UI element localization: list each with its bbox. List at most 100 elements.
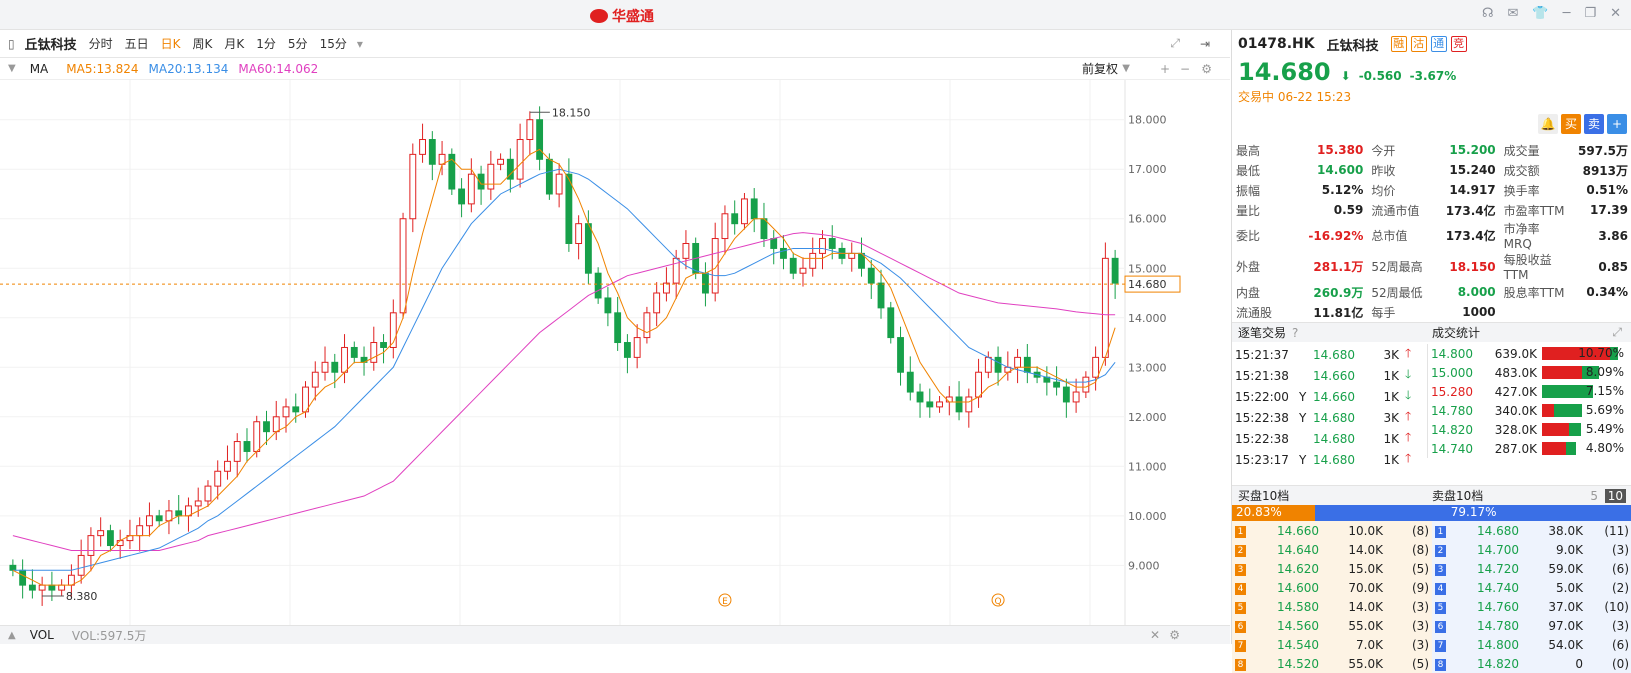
event-marker[interactable] (718, 593, 732, 607)
stat-bar-buy (1542, 366, 1583, 379)
book-row[interactable]: 6 14.780 97.0K (3) (1432, 616, 1631, 635)
ma-label[interactable]: MA (29, 61, 49, 76)
order-book: 买盘10档 卖盘10档 5 10 20.83% 79.17% 1 14.660 10.… (1232, 485, 1631, 673)
depth-10-button[interactable]: 10 (1604, 488, 1626, 503)
shirt-icon[interactable]: 👕 (1532, 6, 1549, 21)
book-price: 14.580 (1277, 599, 1319, 614)
period-tab[interactable]: 5分 (287, 37, 308, 51)
candle (1082, 376, 1090, 393)
candle (467, 173, 475, 205)
book-row[interactable]: 8 14.520 55.0K (5) (1232, 654, 1432, 673)
vol-collapse-icon[interactable]: ▲ (8, 629, 16, 641)
fullscreen-icon[interactable]: ⤢ (1170, 36, 1180, 50)
candle (731, 213, 739, 225)
period-tab[interactable]: 日K (160, 37, 181, 51)
close-icon[interactable]: ✕ (1610, 6, 1621, 21)
candle (1053, 381, 1061, 388)
book-count: (3) (1412, 637, 1429, 652)
help-icon[interactable]: ? (1292, 325, 1299, 340)
kline-chart[interactable]: 18.000 17.000 16.000 15.000 14.000 13.000 12.0… (0, 80, 1230, 625)
period-more-icon[interactable]: ▾ (356, 36, 363, 51)
candle (789, 257, 797, 274)
quote-label: 52周最高 (1371, 260, 1423, 274)
quote-label: 均价 (1371, 183, 1396, 198)
book-volume: 7.0K (1356, 637, 1383, 652)
quote-row: 最高 15.380 今开 15.200 成交量 597.5万 (1232, 140, 1631, 160)
quote-label: 最低 (1236, 163, 1261, 178)
period-tab[interactable]: 1分 (256, 37, 276, 51)
quote-label: 流通市值 (1371, 203, 1420, 218)
adjust-dropdown-icon[interactable]: ▼ (1122, 63, 1130, 74)
depth-5-button[interactable]: 5 (1590, 488, 1598, 503)
headset-icon[interactable]: ☊ (1481, 6, 1494, 21)
book-row[interactable]: 5 14.760 37.0K (10) (1432, 597, 1631, 616)
remove-indicator-icon[interactable]: − (1179, 61, 1190, 76)
bid-title: 买盘10档 (1238, 489, 1290, 503)
trade-price: 14.680 (1313, 410, 1355, 425)
stats-title[interactable]: 成交统计 (1432, 326, 1481, 340)
book-row[interactable]: 7 14.800 54.0K (6) (1432, 635, 1631, 654)
event-marker-label: Q (995, 597, 1002, 607)
vol-close-icon[interactable]: ✕ (1149, 628, 1160, 642)
stat-bar-fill (1542, 442, 1577, 455)
event-marker[interactable] (991, 593, 1005, 607)
book-row[interactable]: 8 14.820 0 (0) (1432, 654, 1631, 673)
sell-button[interactable]: 卖 (1584, 114, 1604, 134)
high-label: 18.150 (552, 106, 591, 119)
alert-bell-icon[interactable]: 🔔 (1538, 114, 1558, 134)
book-row[interactable]: 7 14.540 7.0K (3) (1232, 635, 1432, 654)
y-tick-label: 18.000 (1128, 114, 1167, 127)
candle (311, 371, 319, 388)
book-row[interactable]: 1 14.660 10.0K (8) (1232, 521, 1432, 540)
stat-pct: 5.49% (1585, 422, 1624, 436)
book-row[interactable]: 5 14.580 14.0K (3) (1232, 597, 1432, 616)
trade-price: 14.680 (1313, 347, 1355, 362)
expand-icon[interactable]: ⤢ (1612, 325, 1622, 339)
book-row[interactable]: 2 14.700 9.0K (3) (1432, 540, 1631, 559)
adjust-select[interactable]: 前复权 (1081, 62, 1118, 76)
quote-label: 昨收 (1371, 163, 1396, 178)
quote-value: 0.59 (1333, 203, 1364, 217)
quote-value: 0.85 (1598, 259, 1628, 274)
ma20-line (12, 168, 1116, 571)
collapse-panel-icon[interactable]: ⇥ (1199, 36, 1210, 51)
settings-icon[interactable]: ⚙ (1201, 61, 1212, 76)
add-watch-button[interactable]: + (1607, 114, 1627, 134)
minimize-icon[interactable]: ─ (1562, 6, 1571, 21)
period-tab[interactable]: 五日 (124, 37, 149, 51)
book-price: 14.540 (1277, 637, 1319, 652)
book-row[interactable]: 1 14.680 38.0K (11) (1432, 521, 1631, 540)
y-tick-label: 16.000 (1128, 213, 1167, 226)
book-row[interactable]: 4 14.740 5.0K (2) (1432, 578, 1631, 597)
trades-section: 逐笔交易 ? 成交统计 ⤢ 15:21:37 14.680 3K 🡑 15:21:38 1… (1232, 322, 1631, 467)
book-row[interactable]: 4 14.600 70.0K (9) (1232, 578, 1432, 597)
book-price: 14.560 (1277, 618, 1319, 633)
restore-icon[interactable]: ❐ (1584, 6, 1597, 21)
stat-pct: 5.69% (1585, 403, 1624, 417)
vol-settings-icon[interactable]: ⚙ (1169, 628, 1180, 642)
quote-value: 14.600 (1317, 163, 1364, 177)
ma-collapse-icon[interactable]: ▼ (8, 63, 16, 74)
period-tab[interactable]: 月K (224, 37, 245, 51)
book-row[interactable]: 6 14.560 55.0K (3) (1232, 616, 1432, 635)
sidebar-toggle-icon[interactable]: ▯ (8, 36, 15, 51)
candle (497, 158, 505, 165)
book-row[interactable]: 3 14.620 15.0K (5) (1232, 559, 1432, 578)
add-indicator-icon[interactable]: + (1159, 61, 1170, 76)
stat-row: 14.800 639.0K 10.70% (1428, 344, 1626, 363)
quote-row: 内盘 260.9万 52周最低 8.000 股息率TTM 0.34% (1232, 282, 1631, 302)
book-level: 5 (1432, 597, 1452, 616)
bid-list: 1 14.660 10.0K (8) 2 14.640 14.0K (8) 3 14.620 15.… (1232, 521, 1432, 673)
period-tab[interactable]: 分时 (88, 37, 113, 51)
book-row[interactable]: 3 14.720 59.0K (6) (1432, 559, 1631, 578)
candle (887, 307, 895, 339)
period-tab[interactable]: 15分 (319, 37, 347, 51)
mail-icon[interactable]: ✉ (1507, 6, 1519, 21)
period-tab[interactable]: 周K (192, 37, 213, 51)
candle (672, 257, 680, 284)
trades-title[interactable]: 逐笔交易 (1238, 326, 1287, 340)
vol-label[interactable]: VOL (29, 628, 54, 642)
buy-button[interactable]: 买 (1561, 114, 1581, 134)
book-row[interactable]: 2 14.640 14.0K (8) (1232, 540, 1432, 559)
quote-value: 0.34% (1586, 285, 1628, 299)
